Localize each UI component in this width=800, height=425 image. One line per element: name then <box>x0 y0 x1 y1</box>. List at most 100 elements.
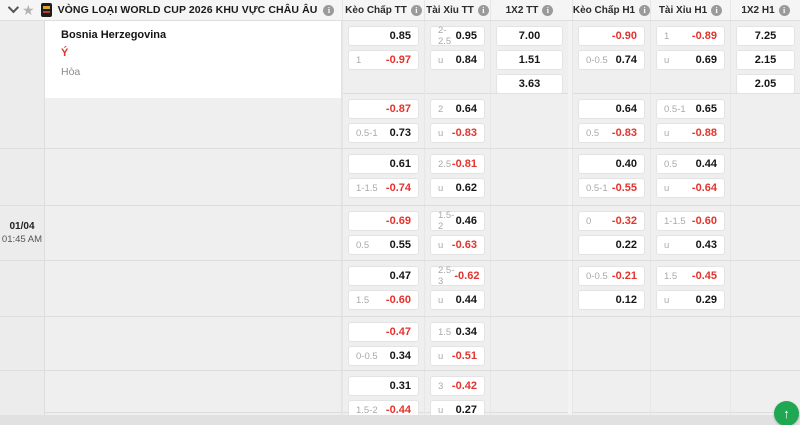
odds-box[interactable]: 0.61 <box>348 154 419 174</box>
odds-value: 0.84 <box>455 54 477 66</box>
odds-value: 0.74 <box>615 54 637 66</box>
odds-box[interactable]: 0.22 <box>578 235 645 255</box>
odds-column-hdp_h1: 0.40 0.5-1 -0.55 <box>572 149 650 205</box>
handicap-label: u <box>438 294 444 306</box>
odds-box[interactable]: 2.15 <box>736 50 795 70</box>
odds-box[interactable]: 1.5 0.34 <box>430 322 485 342</box>
odds-box[interactable]: 1.5 -0.45 <box>656 266 725 286</box>
odds-box[interactable]: -0.47 <box>348 322 419 342</box>
odds-column-ou_tt: 1.5 0.34 u -0.51 <box>424 317 490 370</box>
odds-value: 0.27 <box>455 404 477 416</box>
handicap-label: u <box>664 239 670 251</box>
column-info-icon[interactable]: i <box>639 4 651 16</box>
handicap-label: 1.5 <box>356 294 370 306</box>
odds-column-hdp_tt: -0.69 0.5 0.55 <box>342 206 424 260</box>
handicap-label: 1.5-2 <box>438 210 455 232</box>
odds-box[interactable]: 0.5-1 0.65 <box>656 99 725 119</box>
odds-box[interactable]: 3 -0.42 <box>430 376 485 396</box>
odds-box[interactable]: 2-2.5 0.95 <box>430 25 485 47</box>
odds-box[interactable]: 7.25 <box>736 26 795 46</box>
league-info-icon[interactable]: i <box>323 4 335 16</box>
odds-box[interactable]: u -0.51 <box>430 346 485 366</box>
odds-box[interactable]: 0.5-1 -0.55 <box>578 178 645 198</box>
match-row: 0.47 1.5 -0.60 2.5-3 -0.62 u 0.44 0-0.5 -0.21 0.1… <box>0 261 800 317</box>
odds-box[interactable]: 3.63 <box>496 74 563 94</box>
handicap-label: 0.5 <box>664 158 678 170</box>
odds-box[interactable]: u 0.62 <box>430 178 485 198</box>
match-row: 01/04 01:45 AM -0.69 0.5 0.55 1.5-2 0.46 u -0.63… <box>0 206 800 261</box>
column-info-icon[interactable]: i <box>477 4 489 16</box>
odds-box[interactable]: u -0.63 <box>430 235 485 255</box>
column-info-icon[interactable]: i <box>711 4 723 16</box>
odds-box[interactable]: 2.5 -0.81 <box>430 154 485 174</box>
column-info-icon[interactable]: i <box>542 4 554 16</box>
odds-box[interactable]: -0.87 <box>348 99 419 119</box>
odds-box[interactable]: 0.5 -0.83 <box>578 123 645 143</box>
odds-box[interactable]: -0.69 <box>348 211 419 231</box>
odds-box[interactable]: u 0.69 <box>656 50 725 70</box>
odds-box[interactable]: 2.5-3 -0.62 <box>430 265 485 287</box>
odds-value: -0.83 <box>451 127 477 139</box>
scroll-to-top-button[interactable]: ↑ <box>774 401 799 425</box>
odds-box[interactable]: 0-0.5 0.34 <box>348 346 419 366</box>
group-gap <box>568 21 572 98</box>
odds-box[interactable]: 1 -0.97 <box>348 50 419 70</box>
odds-box[interactable]: 1.5-2 0.46 <box>430 210 485 232</box>
group-gap <box>568 94 572 148</box>
odds-box[interactable]: 0-0.5 -0.21 <box>578 266 645 286</box>
column-info-icon[interactable]: i <box>410 4 422 16</box>
handicap-label: 1.5-2 <box>356 404 378 416</box>
column-header-4: Tài Xỉu H1 i <box>650 0 730 20</box>
odds-box[interactable]: 0.31 <box>348 376 419 396</box>
odds-box[interactable]: 0 -0.32 <box>578 211 645 231</box>
odds-box[interactable]: 0.40 <box>578 154 645 174</box>
odds-box[interactable]: u -0.64 <box>656 178 725 198</box>
odds-box[interactable]: 0.64 <box>578 99 645 119</box>
odds-box[interactable]: 0.5-1 0.73 <box>348 123 419 143</box>
odds-value: -0.64 <box>691 182 717 194</box>
odds-value: 0.61 <box>389 158 411 170</box>
group-gap <box>568 371 572 424</box>
odds-box[interactable]: 1 -0.89 <box>656 26 725 46</box>
column-info-icon[interactable]: i <box>778 4 790 16</box>
odds-box[interactable]: u -0.83 <box>430 123 485 143</box>
odds-box[interactable]: 0.12 <box>578 290 645 310</box>
odds-box[interactable]: 1-1.5 -0.74 <box>348 178 419 198</box>
odds-box[interactable]: 1.51 <box>496 50 563 70</box>
odds-box[interactable]: u 0.84 <box>430 50 485 70</box>
odds-box[interactable]: u 0.43 <box>656 235 725 255</box>
odds-box[interactable]: 2.05 <box>736 74 795 94</box>
odds-box[interactable]: 0.47 <box>348 266 419 286</box>
odds-column-ou_h1: 0.5-1 0.65 u -0.88 <box>650 94 730 148</box>
odds-column-x2_h1 <box>730 371 800 424</box>
odds-column-hdp_tt: -0.87 0.5-1 0.73 <box>342 94 424 148</box>
group-gap <box>568 149 572 205</box>
odds-value: 1.51 <box>518 54 541 66</box>
handicap-label: 0-0.5 <box>356 350 378 362</box>
away-team-name: Ý <box>61 47 69 59</box>
odds-box[interactable]: u -0.88 <box>656 123 725 143</box>
handicap-label: 0.5-1 <box>356 127 378 139</box>
odds-box[interactable]: 0.5 0.55 <box>348 235 419 255</box>
odds-value: -0.60 <box>691 215 717 227</box>
odds-box[interactable]: 0.5 0.44 <box>656 154 725 174</box>
odds-box[interactable]: u 0.27 <box>430 400 485 420</box>
odds-box[interactable]: 0.85 <box>348 26 419 46</box>
odds-value: 0.73 <box>389 127 411 139</box>
horizontal-scrollbar[interactable] <box>0 415 800 425</box>
odds-box[interactable]: 7.00 <box>496 26 563 46</box>
column-header-3: Kèo Chấp H1 i <box>572 0 651 20</box>
match-row: 0.61 1-1.5 -0.74 2.5 -0.81 u 0.62 0.40 0.5-1 -0.5… <box>0 149 800 206</box>
favorite-star-icon[interactable]: ★ <box>22 2 35 18</box>
odds-box[interactable]: 1.5 -0.60 <box>348 290 419 310</box>
odds-column-x2_tt <box>490 149 568 205</box>
odds-box[interactable]: 2 0.64 <box>430 99 485 119</box>
odds-box[interactable]: u 0.44 <box>430 290 485 310</box>
chevron-down-icon[interactable] <box>7 1 20 13</box>
odds-box[interactable]: 1-1.5 -0.60 <box>656 211 725 231</box>
odds-box[interactable]: -0.90 <box>578 26 645 46</box>
odds-box[interactable]: 0-0.5 0.74 <box>578 50 645 70</box>
odds-value: 0.29 <box>695 294 717 306</box>
handicap-label: 2-2.5 <box>438 25 452 47</box>
odds-box[interactable]: u 0.29 <box>656 290 725 310</box>
